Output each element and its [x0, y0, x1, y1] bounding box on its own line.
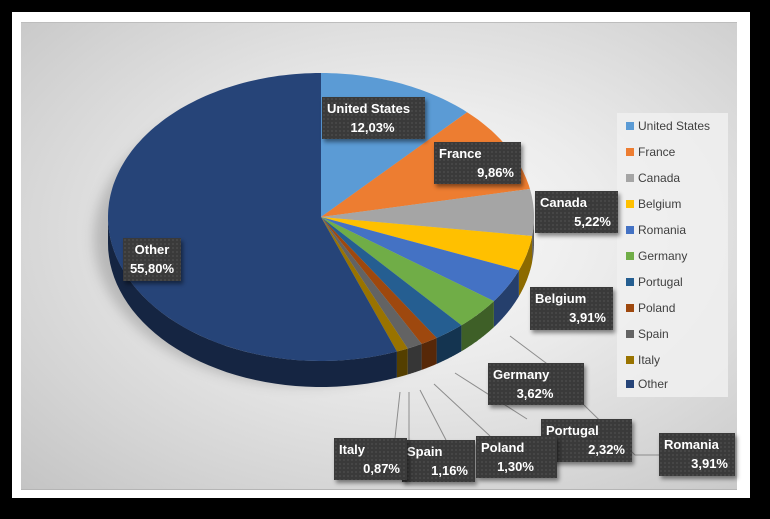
data-label-value: 12,03%	[350, 120, 395, 135]
legend-item-canada[interactable]: Canada	[626, 170, 680, 186]
data-label-value: 5,22%	[574, 214, 611, 229]
data-label-poland: Poland 1,30%	[476, 436, 557, 478]
legend-item-united-states[interactable]: United States	[626, 118, 710, 134]
data-label-name: Germany	[493, 367, 550, 382]
pie-side-belgium	[518, 236, 533, 297]
legend-label: Other	[638, 377, 669, 391]
legend-label: Romania	[638, 223, 687, 237]
data-label-value: 1,16%	[431, 463, 468, 478]
data-label-value: 55,80%	[129, 261, 175, 276]
legend-label: Canada	[638, 171, 681, 185]
pie-side-spain	[407, 343, 422, 375]
legend-swatch-icon	[626, 356, 634, 364]
pie-slice-germany[interactable]	[321, 217, 494, 326]
pie-slice-romania[interactable]	[321, 217, 519, 302]
data-label-value: 0,87%	[363, 461, 400, 476]
legend-item-spain[interactable]: Spain	[626, 326, 669, 342]
legend-swatch-icon	[626, 330, 634, 338]
data-label-name: Poland	[481, 440, 525, 455]
legend-label: Portugal	[638, 275, 683, 289]
data-label-spain: Spain 1,16%	[402, 440, 475, 482]
data-label-value: 2,32%	[588, 442, 625, 457]
legend-label: United States	[638, 119, 711, 133]
pie-side-canada	[532, 217, 534, 262]
data-label-name: Canada	[540, 195, 587, 210]
pie-slice-poland[interactable]	[321, 217, 437, 344]
legend-item-portugal[interactable]: Portugal	[626, 274, 683, 290]
pie-side-portugal	[436, 325, 462, 364]
data-label-name: France	[439, 146, 482, 161]
leader-line-spain	[419, 389, 447, 441]
data-label-belgium: Belgium 3,91%	[530, 287, 613, 330]
legend-swatch-icon	[626, 226, 634, 234]
data-label-united-states: United States 12,03%	[322, 97, 425, 139]
data-label-france: France 9,86%	[434, 142, 521, 184]
legend-swatch-icon	[626, 200, 634, 208]
data-label-value: 3,91%	[569, 310, 606, 325]
pie-slice-portugal[interactable]	[321, 217, 462, 338]
data-label-canada: Canada 5,22%	[535, 191, 618, 233]
pie-side-romania	[493, 270, 519, 328]
legend-swatch-icon	[626, 304, 634, 312]
pie-side-poland	[421, 337, 437, 370]
pie-slice-italy[interactable]	[321, 217, 408, 352]
pie-sides	[108, 217, 534, 387]
pie-side-italy	[396, 348, 408, 378]
legend-swatch-icon	[626, 122, 634, 130]
legend-label: Italy	[638, 353, 661, 367]
data-label-value: 3,91%	[691, 456, 728, 471]
data-label-name: Italy	[339, 442, 366, 457]
legend-swatch-icon	[626, 148, 634, 156]
data-label-other: Other 55,80%	[123, 238, 181, 281]
pie-top	[108, 73, 534, 361]
data-label-value: 3,62%	[516, 386, 554, 401]
legend-item-italy[interactable]: Italy	[626, 352, 660, 368]
data-label-name: Spain	[407, 444, 443, 459]
legend-item-germany[interactable]: Germany	[626, 248, 687, 264]
legend-item-poland[interactable]: Poland	[626, 300, 675, 316]
data-label-value: 1,30%	[497, 459, 534, 474]
pie-slice-france[interactable]	[321, 112, 530, 217]
pie-slice-spain[interactable]	[321, 217, 422, 349]
pie-slice-belgium[interactable]	[321, 217, 533, 271]
pie-slice-canada[interactable]	[321, 189, 534, 236]
legend-label: Spain	[638, 327, 669, 341]
legend-swatch-icon	[626, 278, 634, 286]
leader-line-italy	[394, 391, 401, 439]
leader-line-poland	[433, 383, 491, 437]
data-label-name: Portugal	[546, 423, 599, 438]
legend-label: Belgium	[638, 197, 682, 211]
data-label-italy: Italy 0,87%	[334, 438, 407, 480]
leader-line-germany	[509, 335, 551, 367]
legend-swatch-icon	[626, 174, 634, 182]
pie-side-germany	[461, 301, 494, 352]
legend-label: Poland	[638, 301, 676, 315]
legend-label: France	[638, 145, 676, 159]
legend-item-romania[interactable]: Romania	[626, 222, 686, 238]
data-label-name: Other	[134, 242, 170, 257]
pie-side-other	[108, 217, 397, 387]
data-label-germany: Germany 3,62%	[488, 363, 584, 405]
legend-item-other[interactable]: Other	[626, 376, 668, 392]
data-label-name: Belgium	[535, 291, 587, 306]
chart-legend: United States France Canada Belgium Roma…	[617, 113, 728, 397]
data-label-name: Romania	[664, 437, 719, 452]
data-label-name: United States	[327, 101, 411, 116]
legend-swatch-icon	[626, 252, 634, 260]
legend-label: Germany	[638, 249, 688, 263]
legend-item-belgium[interactable]: Belgium	[626, 196, 681, 212]
data-label-value: 9,86%	[477, 165, 514, 180]
legend-item-france[interactable]: France	[626, 144, 675, 160]
data-label-romania: Romania 3,91%	[659, 433, 735, 476]
legend-swatch-icon	[626, 380, 634, 388]
pie-slice-other[interactable]	[108, 73, 397, 361]
